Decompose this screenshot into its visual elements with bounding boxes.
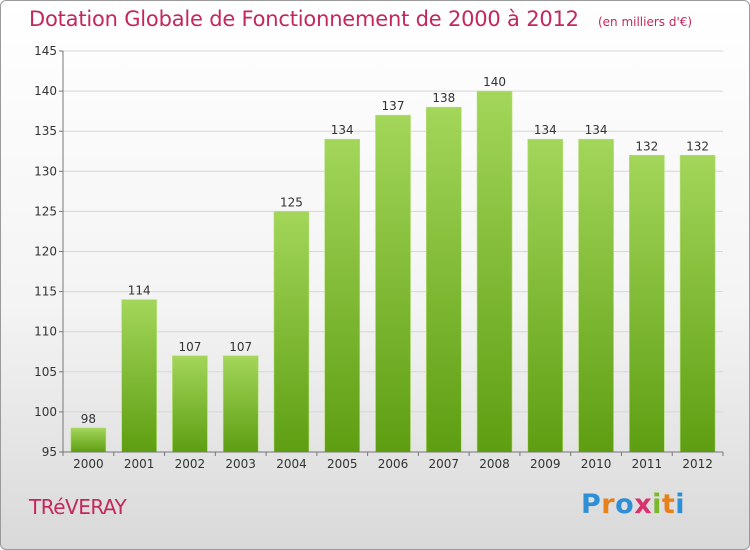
bar-value-label: 134 [585, 123, 608, 137]
bar [629, 154, 665, 453]
x-tick-label: 2001 [124, 457, 155, 471]
bar [324, 138, 361, 453]
title-row: Dotation Globale de Fonctionnement de 20… [29, 7, 692, 31]
bar [375, 114, 411, 453]
x-tick-label: 2010 [581, 457, 612, 471]
logo-letter: P [581, 489, 602, 520]
y-tick-label: 100 [34, 405, 57, 419]
x-tick-label: 2011 [632, 457, 663, 471]
bar-value-label: 134 [331, 123, 354, 137]
x-tick-label: 2007 [428, 457, 459, 471]
y-tick-label: 145 [34, 44, 57, 58]
y-tick-label: 130 [34, 164, 57, 178]
x-tick-label: 2006 [378, 457, 409, 471]
logo-letter: o [615, 489, 635, 520]
y-tick-label: 105 [34, 365, 57, 379]
bar-value-label: 132 [635, 139, 658, 153]
bars [70, 90, 716, 453]
bar [70, 427, 107, 453]
bar-value-label: 140 [483, 75, 506, 89]
y-tick-label: 110 [34, 325, 57, 339]
bar-value-label: 137 [382, 99, 405, 113]
y-tick-label: 95 [42, 445, 57, 459]
chart-subtitle: (en milliers d'€) [597, 15, 693, 29]
x-tick-label: 2000 [73, 457, 104, 471]
y-tick-label: 120 [34, 245, 57, 259]
y-tick-label: 140 [34, 84, 57, 98]
x-tick-label: 2003 [225, 457, 256, 471]
bar [222, 355, 259, 453]
bar-value-label: 107 [178, 340, 201, 354]
axes [59, 50, 724, 456]
x-tick-label: 2004 [276, 457, 307, 471]
bar-value-label: 114 [128, 284, 151, 298]
bar-value-label: 125 [280, 195, 303, 209]
x-tick-label: 2008 [479, 457, 510, 471]
bar [578, 138, 614, 453]
bar-value-label: 107 [229, 340, 252, 354]
bar [121, 299, 157, 453]
bar [273, 211, 310, 453]
bar [679, 154, 716, 453]
logo-letter: i [652, 489, 662, 520]
x-tick-label: 2012 [682, 457, 713, 471]
labels: 95 100 105 110 115 120 125 130 135 140 145 98 2000 11… [34, 44, 713, 471]
logo-letter: i [675, 489, 686, 520]
bar-value-label: 138 [432, 91, 455, 105]
bar [527, 138, 564, 453]
bar-value-label: 134 [534, 123, 557, 137]
y-tick-label: 115 [34, 285, 57, 299]
y-tick-label: 125 [34, 204, 57, 218]
bar [476, 90, 513, 453]
x-tick-label: 2009 [530, 457, 561, 471]
x-tick-label: 2005 [327, 457, 358, 471]
bar-value-label: 132 [686, 139, 709, 153]
logo-letter: x [634, 489, 653, 520]
logo-letter: r [601, 489, 616, 520]
bar-value-label: 98 [81, 412, 96, 426]
commune-name: TRéVERAY [29, 495, 127, 519]
y-tick-label: 135 [34, 124, 57, 138]
proxiti-logo: Proxiti [581, 489, 685, 520]
x-tick-label: 2002 [175, 457, 206, 471]
logo-letter: t [661, 489, 676, 520]
bar [172, 355, 208, 453]
chart-title: Dotation Globale de Fonctionnement de 20… [29, 7, 579, 31]
bar [425, 106, 462, 453]
